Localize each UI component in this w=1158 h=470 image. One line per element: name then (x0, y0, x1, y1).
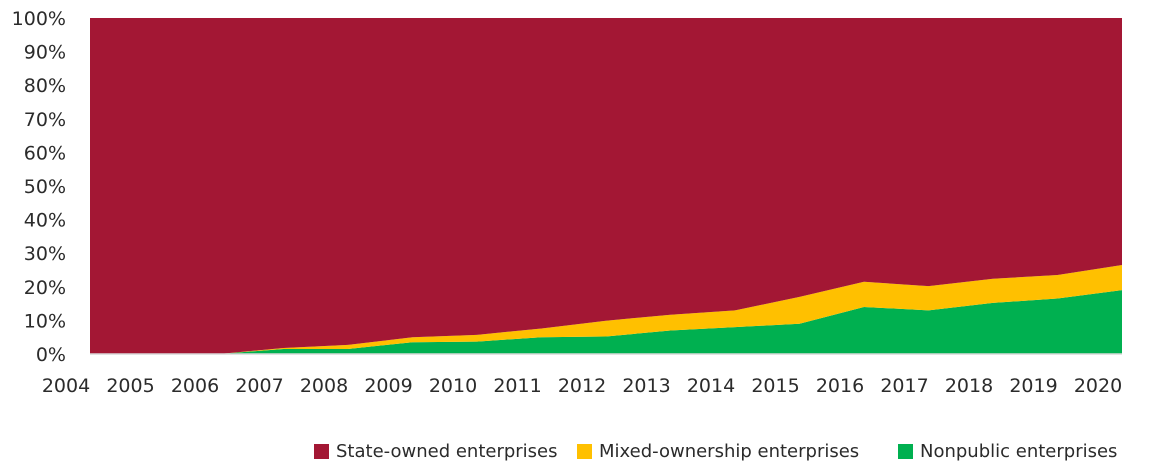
x-tick-label: 2010 (429, 375, 477, 397)
area-layer (90, 18, 1122, 354)
x-tick-label: 2014 (687, 375, 735, 397)
y-tick-label: 20% (24, 277, 66, 299)
y-tick-label: 30% (24, 243, 66, 265)
x-tick-label: 2011 (493, 375, 541, 397)
legend-swatch-mixed-ownership (577, 444, 592, 459)
area-state-owned-enterprises (90, 18, 1122, 354)
x-tick-label: 2020 (1074, 375, 1122, 397)
x-tick-label: 2005 (106, 375, 154, 397)
x-axis: 2004 2005 2006 2007 2008 2009 2010 2011 2012 2013… (42, 375, 1122, 397)
legend-item-nonpublic: Nonpublic enterprises (898, 441, 1117, 462)
y-tick-label: 80% (24, 75, 66, 97)
y-tick-label: 100% (12, 8, 66, 30)
x-tick-label: 2012 (558, 375, 606, 397)
legend-item-state-owned: State-owned enterprises (314, 441, 558, 462)
legend-swatch-state-owned (314, 444, 329, 459)
legend-label: Nonpublic enterprises (920, 441, 1118, 462)
x-tick-label: 2004 (42, 375, 90, 397)
area-nonpublic-enterprises (90, 290, 1122, 354)
y-tick-label: 60% (24, 142, 66, 164)
legend-label: Mixed-ownership enterprises (599, 441, 860, 462)
x-tick-label: 2017 (880, 375, 928, 397)
x-tick-label: 2019 (1009, 375, 1057, 397)
x-tick-label: 2006 (171, 375, 219, 397)
x-tick-label: 2013 (622, 375, 670, 397)
y-axis: 0% 10% 20% 30% 40% 50% 60% 70% 80% 90% 100% (12, 8, 66, 366)
y-tick-label: 70% (24, 109, 66, 131)
x-tick-label: 2016 (816, 375, 864, 397)
y-tick-label: 40% (24, 210, 66, 232)
legend-swatch-nonpublic (898, 444, 913, 459)
legend: State-owned enterprises Mixed-ownership … (0, 441, 1158, 467)
y-tick-label: 50% (24, 176, 66, 198)
legend-label: State-owned enterprises (336, 441, 558, 462)
x-tick-label: 2007 (235, 375, 283, 397)
y-tick-label: 90% (24, 42, 66, 64)
x-tick-label: 2008 (300, 375, 348, 397)
x-tick-label: 2009 (364, 375, 412, 397)
stacked-area-chart: 0%10%20%30%40%50%60%70%80%90%100% 2004 20… (12, 8, 1123, 397)
y-tick-label: 10% (24, 310, 66, 332)
x-tick-label: 2015 (751, 375, 799, 397)
area-mixed-ownership-enterprises (90, 264, 1122, 354)
y-tick-label: 0% (36, 344, 66, 366)
legend-item-mixed-ownership: Mixed-ownership enterprises (577, 441, 859, 462)
x-tick-label: 2018 (945, 375, 993, 397)
